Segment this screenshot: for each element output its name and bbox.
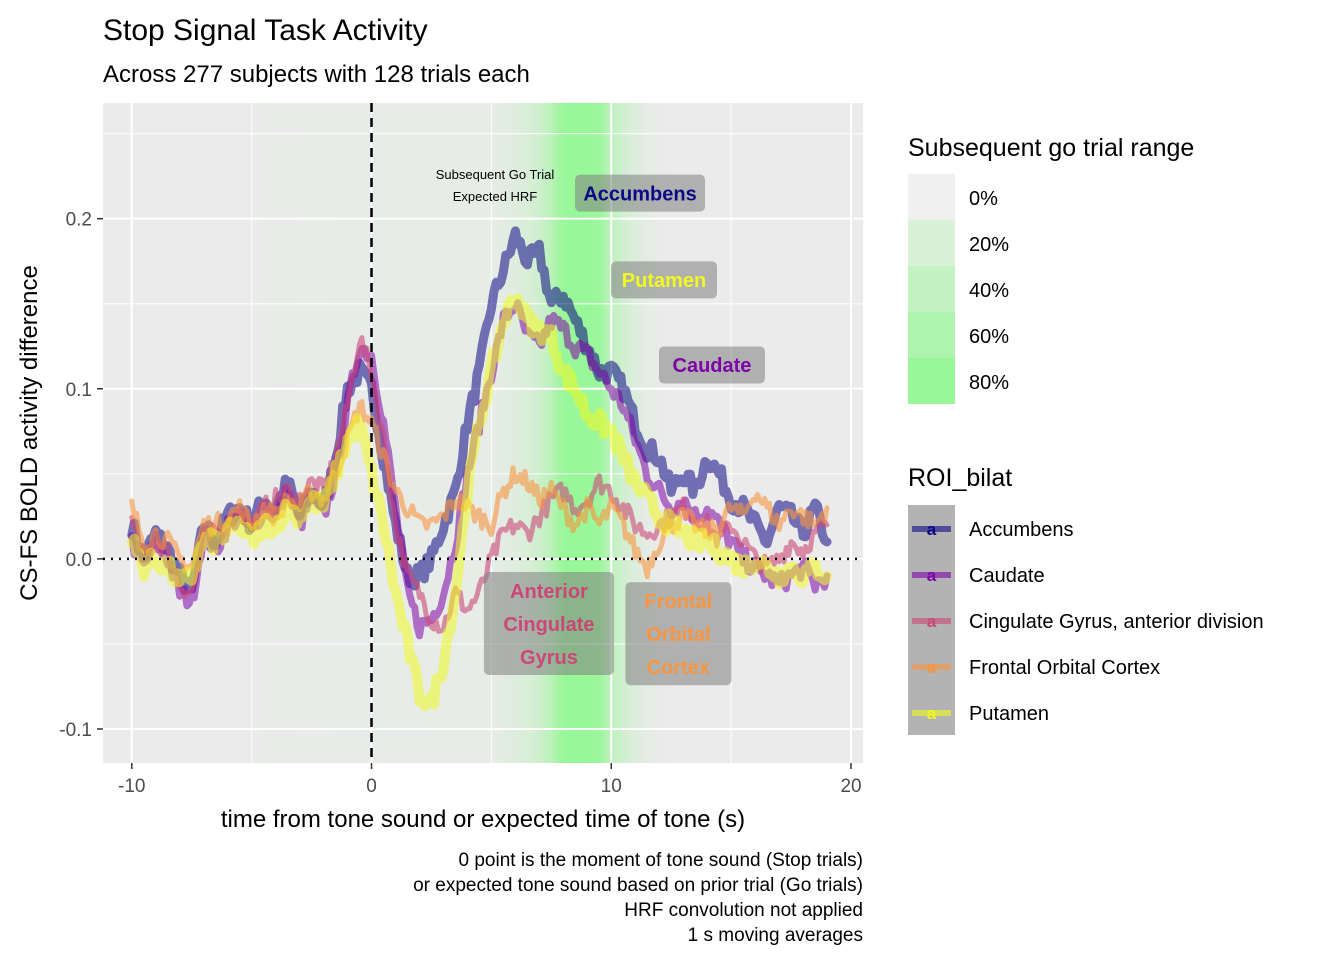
legend-band-key	[908, 358, 955, 404]
legend-band-label: 80%	[969, 372, 1009, 394]
x-tick-label: 20	[840, 776, 861, 797]
roi-label-box	[625, 582, 732, 686]
legend-roi-label: Putamen	[969, 703, 1049, 725]
legend-go-trial-range: Subsequent go trial range 0% 20% 40% 60% 80%	[908, 134, 1194, 404]
hrf-annotation: Subsequent Go Trial Expected HRF	[436, 167, 555, 204]
x-tick-label: -10	[118, 776, 145, 797]
hrf-annotation-line-2: Expected HRF	[453, 189, 538, 204]
x-axis: -10 0 10 20	[118, 763, 862, 797]
roi-label-4: Frontal Orbital Cortex	[625, 582, 732, 686]
chart-title: Stop Signal Task Activity	[103, 14, 428, 47]
roi-label-text: Accumbens	[583, 183, 696, 205]
roi-label-text: Cingulate	[503, 614, 594, 636]
legend-band-key	[908, 220, 955, 266]
y-tick-label: 0.2	[66, 210, 92, 231]
roi-label-box	[658, 346, 765, 384]
y-axis-title: CS-FS BOLD activity difference	[16, 265, 43, 601]
caption-line-3: HRF convolution not applied	[624, 900, 863, 921]
roi-label-text: Cortex	[647, 657, 710, 679]
roi-label-box	[575, 174, 706, 212]
hrf-annotation-line-1: Subsequent Go Trial	[436, 167, 555, 182]
legend-roi: ROI_bilat a Accumbens a Caudate a Cingulate G…	[908, 464, 1264, 735]
roi-labels: Accumbens Putamen Caudate Anterior Cingulate…	[483, 174, 765, 686]
legend-band-key	[908, 174, 955, 220]
roi-label-text: Putamen	[622, 270, 706, 292]
legend-roi-label: Accumbens	[969, 519, 1074, 541]
major-gridlines	[103, 103, 863, 763]
legend-band-label: 40%	[969, 280, 1009, 302]
caption: 0 point is the moment of tone sound (Sto…	[413, 850, 863, 946]
roi-label-2: Caudate	[658, 346, 765, 384]
series-lines	[126, 226, 832, 711]
legend-band-key	[908, 266, 955, 312]
legend-roi-label: Cingulate Gyrus, anterior division	[969, 611, 1264, 633]
x-axis-title: time from tone sound or expected time of…	[221, 806, 745, 833]
roi-label-0: Accumbens	[575, 174, 706, 212]
legend-go-trial-range-items: 0% 20% 40% 60% 80%	[908, 174, 1009, 404]
caption-line-1: 0 point is the moment of tone sound (Sto…	[459, 850, 864, 871]
roi-label-text: Caudate	[673, 355, 752, 377]
y-axis: -0.1 0.0 0.1 0.2	[59, 210, 103, 741]
roi-label-3: Anterior Cingulate Gyrus	[483, 572, 614, 676]
roi-label-text: Gyrus	[520, 647, 578, 669]
roi-label-1: Putamen	[611, 261, 718, 299]
legend-roi-label: Frontal Orbital Cortex	[969, 657, 1160, 679]
y-tick-label: -0.1	[59, 720, 92, 741]
legend-roi-label: Caudate	[969, 565, 1045, 587]
x-tick-label: 10	[601, 776, 622, 797]
roi-label-text: Frontal	[645, 591, 713, 613]
legend-go-trial-range-title: Subsequent go trial range	[908, 134, 1194, 162]
legend-band-label: 0%	[969, 188, 998, 210]
y-tick-label: 0.1	[66, 380, 92, 401]
legend-roi-key-glyph: a	[927, 658, 937, 677]
go-trial-band	[103, 103, 863, 763]
legend-roi-key-glyph: a	[927, 704, 937, 723]
legend-roi-items: a Accumbens a Caudate a Cingulate Gyrus, ante…	[912, 519, 1264, 725]
caption-line-4: 1 s moving averages	[688, 925, 863, 946]
series-line-4	[126, 293, 832, 711]
y-tick-label: 0.0	[66, 550, 92, 571]
roi-label-box	[611, 261, 718, 299]
legend-roi-key-glyph: a	[927, 612, 937, 631]
roi-label-text: Anterior	[510, 581, 588, 603]
legend-band-label: 20%	[969, 234, 1009, 256]
roi-label-box	[483, 572, 614, 676]
legend-band-key	[908, 312, 955, 358]
x-tick-label: 0	[366, 776, 377, 797]
legend-roi-key-glyph: a	[927, 520, 937, 539]
plot-area: Subsequent Go Trial Expected HRF Accumbe…	[103, 103, 863, 763]
roi-label-text: Orbital	[646, 624, 710, 646]
series-line-3	[129, 399, 830, 580]
legend-roi-title: ROI_bilat	[908, 464, 1012, 492]
legend-band-label: 60%	[969, 326, 1009, 348]
caption-line-2: or expected tone sound based on prior tr…	[413, 875, 863, 896]
chart-subtitle: Across 277 subjects with 128 trials each	[103, 61, 530, 88]
legend-roi-key-glyph: a	[927, 566, 937, 585]
